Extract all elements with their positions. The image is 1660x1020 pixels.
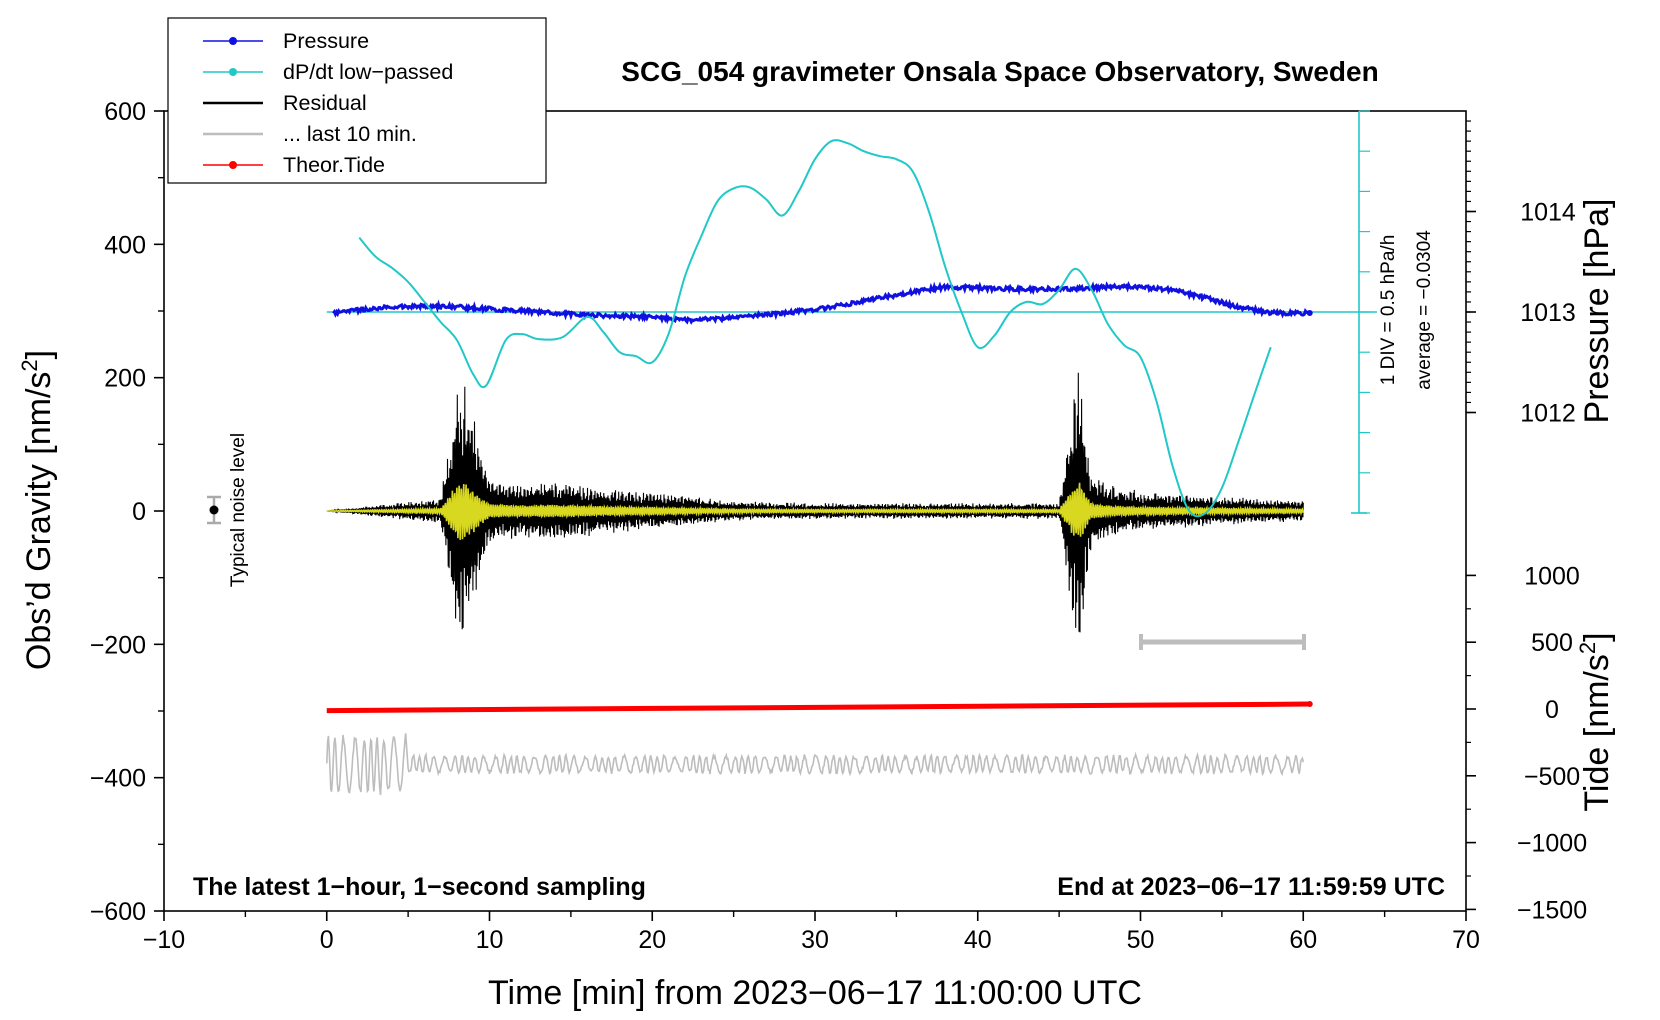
x-axis-title: Time [min] from 2023−06−17 11:00:00 UTC: [488, 974, 1142, 1012]
x-tick-label: 70: [1452, 926, 1480, 954]
y-tick-label: −400: [90, 765, 146, 793]
y-tick-label: −200: [90, 631, 146, 659]
legend-item: Pressure: [203, 29, 369, 53]
pressure-tick-label: 1014: [1520, 199, 1576, 227]
legend-item: Residual: [203, 91, 367, 115]
x-tick-label: 0: [320, 926, 334, 954]
y-tick-label: 600: [104, 98, 146, 126]
y-axis-title: Obs’d Gravity [nm/s2]: [17, 350, 58, 670]
x-tick-label: 60: [1289, 926, 1317, 954]
legend-marker: [229, 161, 237, 169]
legend-label: dP/dt low−passed: [283, 60, 453, 84]
legend-label: Theor.Tide: [283, 153, 385, 177]
x-tick-label: 30: [801, 926, 829, 954]
tide-tick-label: −500: [1524, 763, 1580, 791]
pressure-tick-label: 1012: [1520, 400, 1576, 428]
x-tick-label: −10: [143, 926, 185, 954]
y-tick-label: 0: [132, 498, 146, 526]
residual-filtered-line: [326, 482, 1305, 540]
x-tick-label: 40: [964, 926, 992, 954]
y-tick-label: 400: [104, 231, 146, 259]
end-time-note: End at 2023−06−17 11:59:59 UTC: [1057, 873, 1445, 901]
y-tick-label: 200: [104, 365, 146, 393]
legend-item: dP/dt low−passed: [203, 60, 453, 84]
x-tick-label: 20: [638, 926, 666, 954]
y-axis-ticks: −600 −400 −200 0 200 400 600: [90, 98, 164, 926]
noise-level-label: Typical noise level: [228, 433, 249, 587]
chart-title: SCG_054 gravimeter Onsala Space Observat…: [621, 56, 1378, 87]
tide-series-line: [326, 701, 1310, 714]
legend-marker: [229, 68, 237, 76]
pressure-series-line: [332, 280, 1312, 325]
tide-tick-label: −1000: [1517, 830, 1587, 858]
pressure-tick-label: 1013: [1520, 299, 1576, 327]
tide-axis-ticks: 1000 500 0 −500 −1000 −1500: [1466, 562, 1587, 924]
series-layer: [326, 139, 1313, 795]
pressure-endpoint: [1306, 310, 1313, 317]
tide-tick-label: 0: [1545, 696, 1559, 724]
tide-tick-label: 1000: [1524, 562, 1580, 590]
tide-tick-label: −1500: [1517, 896, 1587, 924]
legend-marker: [229, 37, 237, 45]
legend-item: Theor.Tide: [203, 153, 385, 177]
sampling-note: The latest 1−hour, 1−second sampling: [193, 873, 646, 901]
last-10-min-series-line: [326, 733, 1305, 795]
x-tick-label: 50: [1127, 926, 1155, 954]
last-10-min-range-bar: [1139, 634, 1306, 650]
legend-item: ... last 10 min.: [203, 122, 417, 146]
scale-average-label: average = −0.0304: [1414, 230, 1435, 390]
scale-div-label: 1 DIV = 0.5 hPa/h: [1378, 235, 1399, 386]
noise-level-marker: [207, 495, 221, 525]
legend-label: ... last 10 min.: [283, 122, 417, 146]
x-tick-label: 10: [476, 926, 504, 954]
tide-axis-title: Tide [nm/s2]: [1575, 632, 1616, 811]
y-tick-label: −600: [90, 898, 146, 926]
pressure-axis-title: Pressure [hPa]: [1578, 199, 1616, 424]
legend-label: Residual: [283, 91, 367, 115]
legend: Pressure dP/dt low−passed Residual ... last…: [167, 17, 547, 184]
dpdt-series-line: [358, 139, 1272, 518]
x-axis-ticks: −10 0 10 20 30 40 50 60 70: [143, 911, 1480, 954]
tide-tick-label: 500: [1531, 629, 1573, 657]
pressure-axis-ticks: 1014 1013 1012: [1466, 120, 1576, 428]
tide-endpoint: [1306, 701, 1313, 708]
legend-label: Pressure: [283, 29, 369, 53]
